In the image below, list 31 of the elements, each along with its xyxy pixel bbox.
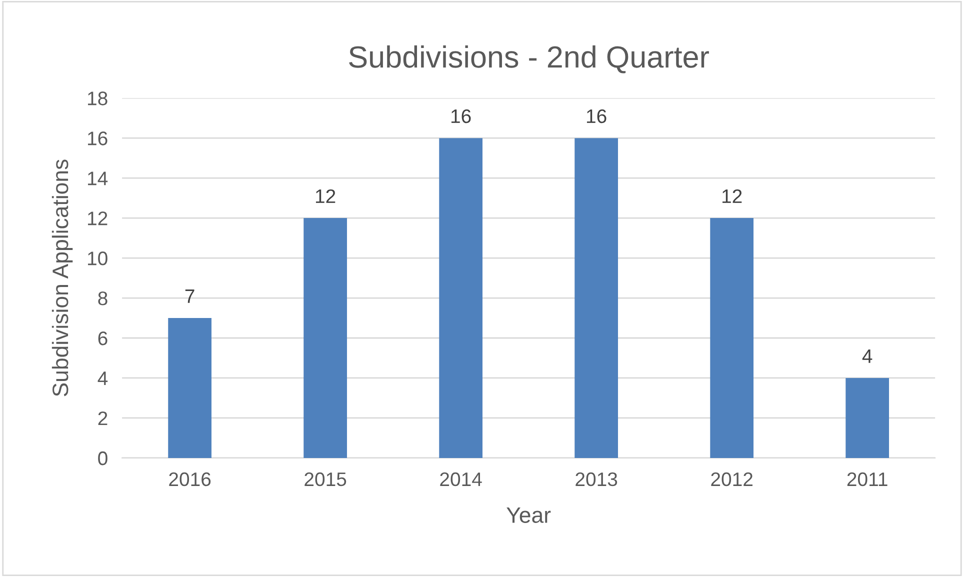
- data-label: 16: [586, 109, 606, 124]
- x-tick-label: 2016: [169, 472, 211, 486]
- data-label: 4: [862, 349, 872, 363]
- bar: [439, 138, 482, 458]
- bar: [846, 378, 890, 458]
- y-tick-label: 4: [98, 372, 108, 386]
- y-tick-label: 14: [88, 172, 108, 186]
- y-tick-label: 6: [98, 331, 108, 346]
- data-label: 16: [451, 109, 471, 124]
- x-tick-label: 2014: [440, 472, 482, 486]
- y-tick-label: 16: [88, 132, 108, 146]
- bar: [574, 138, 618, 458]
- y-tick-label: 2: [98, 411, 108, 426]
- x-axis-title: Year: [506, 507, 551, 523]
- data-label: 7: [185, 289, 194, 303]
- y-tick-label: 0: [98, 451, 108, 466]
- chart-title: Subdivisions - 2nd Quarter: [349, 45, 709, 74]
- y-tick-label: 18: [88, 92, 108, 106]
- x-tick-label: 2013: [576, 472, 618, 486]
- y-tick-label: 12: [88, 212, 108, 226]
- bar: [304, 218, 347, 458]
- bar: [168, 318, 212, 458]
- x-tick-label: 2012: [711, 472, 752, 486]
- x-tick-label: 2011: [847, 472, 888, 486]
- y-tick-label: 10: [88, 252, 108, 266]
- y-axis-title: Subdivision Applications: [52, 160, 73, 396]
- data-label: 12: [722, 189, 742, 203]
- y-tick-label: 8: [98, 291, 108, 306]
- bar: [710, 218, 754, 458]
- data-label: 12: [316, 189, 336, 203]
- x-tick-label: 2015: [304, 472, 346, 486]
